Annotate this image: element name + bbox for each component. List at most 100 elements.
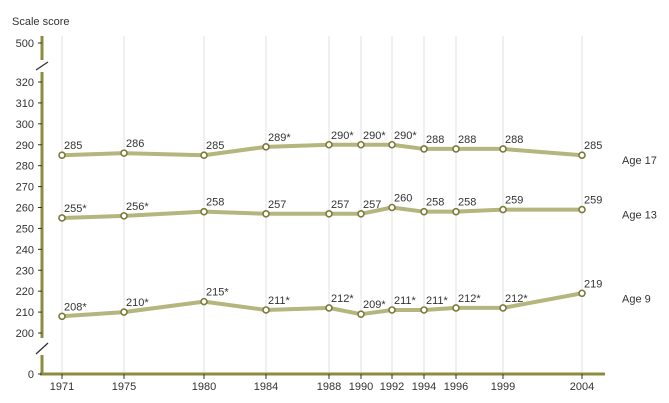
data-label-age-9-1992: 211*	[394, 295, 417, 307]
data-label-age-13-1984: 257	[268, 199, 286, 211]
data-point-age-13-1999	[499, 205, 507, 214]
y-tick-label-220: 220	[16, 286, 34, 298]
x-tick-label-1999: 1999	[491, 381, 515, 393]
x-tick-label-1992: 1992	[380, 381, 404, 393]
data-label-age-13-1980: 258	[206, 197, 224, 209]
y-axis-title: Scale score	[12, 16, 69, 28]
y-tick-label-500: 500	[16, 38, 34, 50]
data-point-age-9-1999	[499, 304, 507, 312]
y-tick-label-270: 270	[16, 182, 34, 194]
data-point-age-9-1992	[388, 306, 396, 314]
axes	[35, 36, 605, 376]
x-tick-label-2004: 2004	[570, 381, 594, 393]
y-tick-label-300: 300	[16, 119, 34, 131]
y-tick-label-0: 0	[28, 369, 34, 381]
data-point-age-9-1996	[452, 304, 460, 312]
y-tick-label-240: 240	[16, 244, 34, 256]
data-point-age-17-1999	[499, 145, 507, 153]
data-label-age-17-1994: 288	[426, 134, 444, 146]
data-label-age-9-1996: 212*	[458, 293, 481, 305]
data-point-age-17-2004	[578, 151, 586, 160]
data-label-age-9-1994: 211*	[426, 295, 449, 307]
series-label-age-9: Age 9	[622, 293, 651, 305]
data-point-age-17-1980	[200, 151, 208, 160]
x-tick-label-1996: 1996	[444, 381, 468, 393]
data-label-age-9-1984: 211*	[268, 295, 291, 307]
data-point-age-17-1984	[262, 143, 270, 151]
data-point-age-17-1990	[357, 140, 365, 149]
data-label-age-13-1990: 257	[363, 199, 381, 211]
data-label-age-13-1975: 256*	[126, 201, 149, 213]
y-axis-break-lower	[35, 342, 49, 355]
y-tick-label-210: 210	[16, 307, 34, 319]
data-point-age-9-1975	[120, 308, 128, 316]
data-label-age-17-1984: 289*	[268, 132, 291, 144]
data-point-age-13-1992	[388, 203, 396, 212]
data-point-age-9-1988	[325, 304, 333, 312]
y-tick-label-320: 320	[16, 77, 34, 89]
y-tick-label-230: 230	[16, 265, 34, 277]
data-label-age-9-1990: 209*	[363, 299, 386, 311]
x-tick-label-1971: 1971	[50, 381, 74, 393]
x-tick-label-1984: 1984	[254, 381, 278, 393]
data-label-age-9-1988: 212*	[331, 293, 354, 305]
data-label-age-13-1999: 259	[505, 195, 523, 207]
y-tick-label-290: 290	[16, 140, 34, 152]
x-tick-label-1994: 1994	[412, 381, 436, 393]
data-label-age-9-1975: 210*	[126, 297, 149, 309]
data-point-age-13-1994	[420, 207, 428, 216]
series-label-age-17: Age 17	[622, 155, 657, 167]
data-point-age-13-1980	[200, 207, 208, 216]
data-label-age-13-1994: 258	[426, 197, 444, 209]
data-label-age-9-2004: 219	[584, 278, 602, 290]
data-label-age-9-1980: 215*	[206, 287, 229, 299]
data-point-age-17-1992	[388, 140, 396, 149]
grid	[61, 36, 583, 374]
data-point-age-9-1990	[357, 310, 365, 318]
data-point-age-17-1988	[325, 140, 333, 149]
x-tick-label-1988: 1988	[317, 381, 341, 393]
data-point-age-17-1971	[58, 151, 66, 160]
data-point-age-13-2004	[578, 205, 586, 214]
series-label-age-13: Age 13	[622, 210, 657, 222]
x-ticks: 1971 1975 1980 1984 1988 1990 1992 1994 1996 1999…	[50, 374, 594, 393]
data-label-age-17-1975: 286	[126, 138, 144, 150]
data-label-age-17-1992: 290*	[394, 130, 417, 142]
data-label-age-13-1992: 260	[394, 193, 412, 205]
data-label-age-17-1980: 285	[206, 140, 224, 152]
data-label-age-9-1971: 208*	[64, 301, 87, 313]
y-tick-label-260: 260	[16, 203, 34, 215]
y-tick-label-250: 250	[16, 223, 34, 235]
x-tick-label-1975: 1975	[112, 381, 136, 393]
y-axis-break-upper	[35, 61, 49, 71]
data-point-age-13-1988	[325, 209, 333, 218]
data-label-age-13-1988: 257	[331, 199, 349, 211]
data-label-age-17-1990: 290*	[363, 130, 386, 142]
data-label-age-17-1999: 288	[505, 134, 523, 146]
x-tick-label-1990: 1990	[349, 381, 373, 393]
data-label-age-9-1999: 212*	[505, 293, 528, 305]
data-point-age-13-1975	[120, 212, 128, 220]
data-point-age-13-1996	[452, 207, 460, 216]
data-point-age-13-1990	[357, 209, 365, 218]
data-point-age-9-1971	[58, 312, 66, 321]
data-label-age-17-1996: 288	[458, 134, 476, 146]
data-point-age-9-1994	[420, 306, 428, 314]
data-label-age-13-2004: 259	[584, 195, 602, 207]
data-label-age-17-1971: 285	[64, 140, 82, 152]
y-tick-label-280: 280	[16, 161, 34, 173]
data-point-age-13-1971	[58, 214, 66, 222]
data-point-age-13-1984	[262, 209, 270, 218]
series-group: 285 286 285 289* 290* 290* 290* 288 288 288 285 Age…	[58, 130, 657, 321]
data-point-age-9-1984	[262, 306, 270, 314]
data-point-age-17-1994	[420, 145, 428, 153]
data-label-age-17-2004: 285	[584, 140, 602, 152]
data-label-age-17-1988: 290*	[331, 130, 354, 142]
data-label-age-13-1996: 258	[458, 197, 476, 209]
y-tick-label-310: 310	[16, 98, 34, 110]
data-point-age-9-2004	[578, 289, 586, 298]
data-point-age-17-1975	[120, 149, 128, 157]
data-point-age-9-1980	[200, 297, 208, 306]
data-label-age-13-1971: 255*	[64, 203, 87, 215]
